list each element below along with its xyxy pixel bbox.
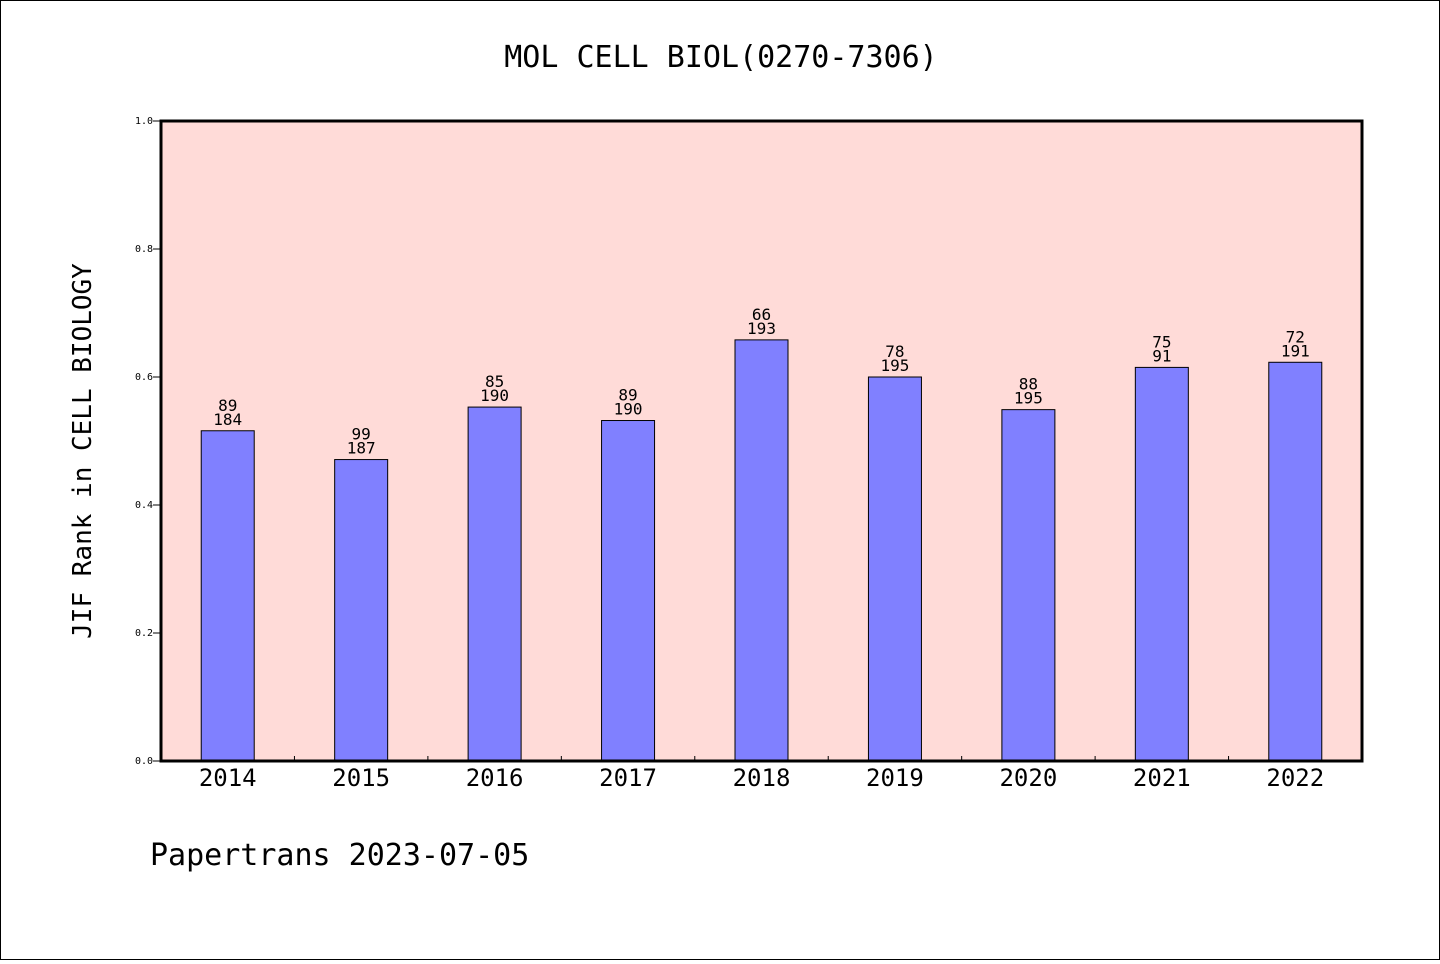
x-axis: 2014 2015 2016 2017 2018 2019 2020 2021 2022: [199, 756, 1324, 792]
bar-total-label: 191: [1281, 341, 1310, 360]
x-tick-label: 2014: [199, 764, 257, 792]
footer-credit: Papertrans 2023-07-05: [150, 838, 529, 873]
bar-rank-label: 72: [1286, 327, 1305, 346]
bar-total-label: 190: [480, 386, 509, 405]
bar-total-label: 187: [347, 439, 376, 458]
bar-total-label: 193: [747, 319, 776, 338]
bar: [601, 420, 656, 762]
y-tick-label: 0.6: [135, 372, 153, 383]
bar-total-label: 190: [614, 400, 643, 419]
x-tick-label: 2021: [1133, 764, 1191, 792]
y-tick-label: 0.2: [135, 628, 153, 639]
bar: [200, 430, 255, 762]
bar-rank-label: 89: [618, 386, 637, 405]
plot-border: [159, 119, 1364, 763]
bar-total-label: 184: [213, 410, 242, 429]
y-axis: 0.0 0.2 0.4 0.6 0.8 1.0: [135, 116, 161, 767]
x-tick-label: 2022: [1266, 764, 1324, 792]
bar: [734, 339, 789, 762]
x-tick-label: 2019: [866, 764, 924, 792]
bar: [867, 376, 922, 762]
bars-group: [200, 339, 1323, 762]
bar-rank-label: 89: [218, 396, 237, 415]
bar-total-label: 91: [1152, 346, 1171, 365]
y-tick-label: 1.0: [135, 116, 153, 127]
bar-rank-label: 78: [885, 342, 904, 361]
y-tick-label: 0.4: [135, 500, 153, 511]
y-tick-label: 0.0: [135, 756, 153, 767]
bar-rank-label: 88: [1019, 375, 1038, 394]
bar-rank-label: 75: [1152, 332, 1171, 351]
bar: [467, 406, 522, 762]
bar: [334, 459, 389, 762]
x-tick-label: 2016: [466, 764, 524, 792]
bar-rank-label: 66: [752, 305, 771, 324]
x-tick-label: 2018: [733, 764, 791, 792]
y-tick-label: 0.8: [135, 244, 153, 255]
bar-rank-label: 85: [485, 372, 504, 391]
x-tick-label: 2020: [999, 764, 1057, 792]
bar: [1134, 366, 1189, 762]
chart-title: MOL CELL BIOL(0270-7306): [504, 40, 937, 75]
bar-total-label: 195: [1014, 389, 1043, 408]
bar-total-label: 195: [880, 356, 909, 375]
x-tick-label: 2015: [332, 764, 390, 792]
y-axis-label: JIF Rank in CELL BIOLOGY: [68, 263, 98, 639]
bar: [1001, 409, 1056, 762]
x-tick-label: 2017: [599, 764, 657, 792]
bar-rank-label: 99: [352, 425, 371, 444]
bar: [1268, 361, 1323, 762]
